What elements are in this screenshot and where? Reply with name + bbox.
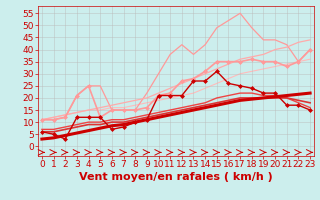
X-axis label: Vent moyen/en rafales ( km/h ): Vent moyen/en rafales ( km/h ) <box>79 172 273 182</box>
